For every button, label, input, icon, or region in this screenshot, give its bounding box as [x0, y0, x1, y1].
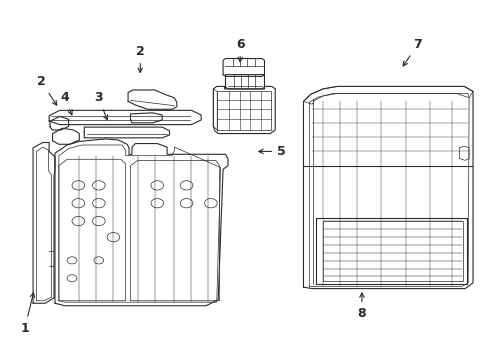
- Text: 2: 2: [136, 45, 145, 72]
- Text: 5: 5: [259, 145, 286, 158]
- Text: 6: 6: [236, 38, 245, 62]
- Text: 3: 3: [95, 91, 108, 120]
- Text: 4: 4: [60, 91, 72, 115]
- Text: 7: 7: [403, 38, 422, 66]
- Text: 1: 1: [21, 293, 35, 335]
- Text: 8: 8: [358, 293, 366, 320]
- Text: 2: 2: [37, 75, 57, 105]
